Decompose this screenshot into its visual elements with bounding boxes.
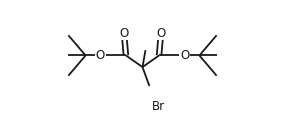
Text: Br: Br	[152, 100, 165, 113]
Text: O: O	[181, 49, 190, 62]
Text: O: O	[156, 27, 165, 40]
Text: O: O	[95, 49, 104, 62]
Text: O: O	[120, 27, 129, 40]
